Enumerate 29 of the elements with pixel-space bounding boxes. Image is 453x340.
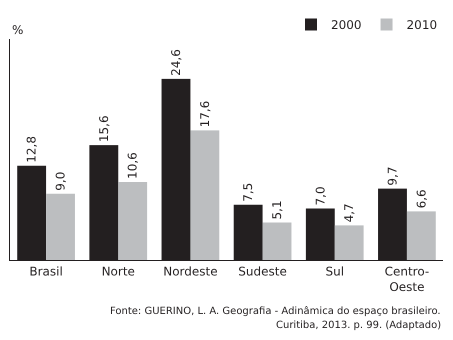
data-label: 15,6	[96, 115, 111, 142]
data-label: 4,7	[342, 203, 356, 222]
data-label: 17,6	[198, 100, 212, 128]
data-label: 6,6	[414, 189, 428, 208]
data-label: 7,0	[313, 186, 328, 206]
x-tick-label: Brasil	[29, 264, 63, 278]
bar	[334, 225, 364, 260]
source-note: Fonte: GUERINO, L. A. Geografia - Adinâmica do espaço brasileiro.	[110, 306, 441, 317]
legend-label: 2010	[406, 18, 438, 32]
data-label: 24,6	[168, 49, 183, 76]
legend-label: 2000	[331, 18, 362, 32]
data-label: 12,8	[24, 136, 39, 163]
bar	[118, 182, 148, 260]
x-tick-label: Norte	[102, 264, 135, 278]
data-label: 7,5	[241, 182, 256, 202]
data-label: 10,6	[126, 152, 140, 179]
bar	[190, 130, 220, 260]
x-tick-label: Sudeste	[238, 264, 287, 278]
bar	[406, 211, 436, 260]
x-tick-label: Nordeste	[163, 264, 218, 278]
x-tick-label: Centro-Oeste	[384, 264, 430, 294]
bar	[262, 222, 292, 260]
bar	[46, 194, 75, 260]
text: Curitiba, 2013. p. 99. (Adaptado)	[276, 320, 442, 331]
data-label: 5,1	[270, 200, 284, 220]
data-label: 9,0	[54, 172, 68, 191]
y-axis-title: %	[12, 23, 24, 37]
data-label: 9,7	[385, 166, 400, 186]
x-tick-label: Sul	[325, 264, 344, 278]
